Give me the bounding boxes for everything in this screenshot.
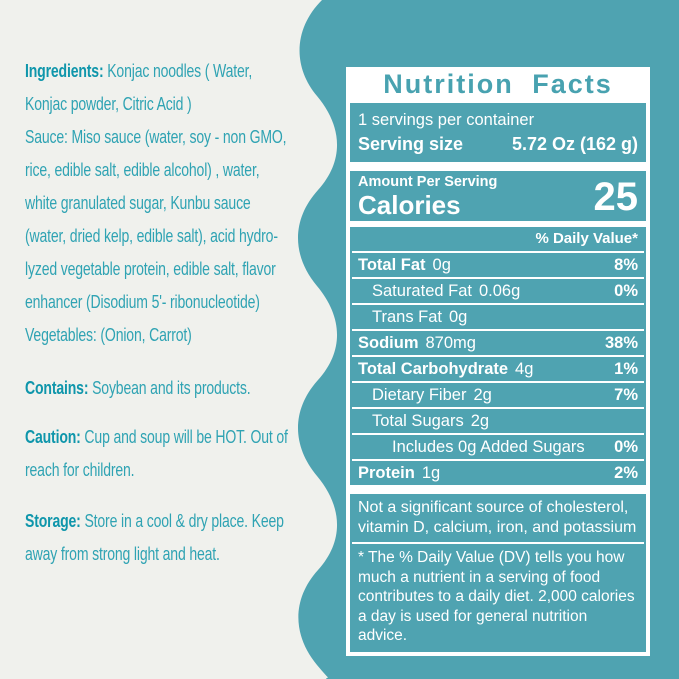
nutrient-row-added-sugars: Includes 0g Added Sugars 0% [350,435,646,459]
nutrient-dv: 2% [614,464,638,482]
serving-size-row: Serving size 5.72 Oz (162 g) [358,132,638,156]
nutrient-row-protein: Protein 1g 2% [350,461,646,485]
servings-per-container: 1 servings per container [358,111,535,129]
divider [352,277,644,279]
nutrition-facts-panel: Nutrition Facts 1 servings per container… [346,67,650,656]
nutrient-dv: 38% [604,334,638,352]
nutrient-name: Saturated Fat [372,282,472,300]
nutrient-amount: 0g [449,308,468,326]
calories-label: Calories [358,190,461,220]
ingredients-text: Konjac noodles ( Water, [103,61,253,81]
nutrient-amount: 870mg [425,334,476,352]
not-significant-note: Not a significant source of cholesterol,… [358,499,637,536]
medium-divider [350,221,646,227]
nutrient-row-total-fat: Total Fat 0g 8% [350,253,646,277]
nutrient-name: Total Sugars [372,412,464,430]
ingredients-line: (water, dried kelp, edible salt), acid h… [25,226,278,246]
divider [352,381,644,383]
nutrient-row-total-carbohydrate: Total Carbohydrate 4g 1% [350,357,646,381]
calories-section: Amount Per Serving Calories 25 [350,171,646,221]
divider [352,303,644,305]
ingredients-panel: Ingredients: Konjac noodles ( Water, Kon… [25,55,315,571]
ingredients-line: Vegetables: (Onion, Carrot) [25,325,192,345]
storage-label: Storage: [25,511,81,531]
nutrient-dv: 0% [614,438,638,456]
nutrient-name: Sodium [358,334,419,352]
ingredients-line: Konjac powder, Citric Acid ) [25,94,192,114]
nutrient-row-sodium: Sodium 870mg 38% [350,331,646,355]
ingredients-line: white granulated sugar, Kunbu sauce [25,193,251,213]
ingredients-line: Ingredients: Konjac noodles ( Water, [25,55,315,88]
nutrient-name: Protein [358,464,415,482]
divider [352,407,644,409]
nutrient-amount: 1g [421,464,441,482]
nutrient-row-trans-fat: Trans Fat 0g [350,305,646,329]
calories-labels: Amount Per Serving Calories [358,174,497,219]
ingredients-line: enhancer (Disodium 5'- ribonucleotide) [25,292,260,312]
amount-per-serving-label: Amount Per Serving [358,174,498,190]
contains-text: Soybean and its products. [88,378,251,398]
serving-size-value: 5.72 Oz (162 g) [511,134,638,154]
divider [352,355,644,357]
divider [352,251,644,253]
nutrient-row-dietary-fiber: Dietary Fiber 2g 7% [350,383,646,407]
thick-divider [350,162,646,171]
nutrient-dv: 1% [614,360,638,378]
nutrient-amount: 0g [432,256,451,274]
storage-note: Storage: Store in a cool & dry place. Ke… [25,505,315,571]
serving-section: 1 servings per container Serving size 5.… [350,103,646,162]
nutrient-name: Dietary Fiber [372,386,467,404]
nutrition-facts-title: Nutrition Facts [383,69,613,99]
divider [352,542,644,544]
nutrient-dv: 0% [614,282,638,300]
calories-value: 25 [593,174,639,219]
divider [352,433,644,435]
nutrient-amount: 2g [473,386,492,404]
nutrient-name: Includes 0g Added Sugars [392,438,585,456]
nutrient-dv: 7% [614,386,638,404]
ingredients-label: Ingredients: [25,61,104,81]
divider [352,329,644,331]
divider [352,459,644,461]
storage-text: Store in a cool & dry place. Keep away f… [25,511,284,564]
daily-value-footnote: * The % Daily Value (DV) tells you how m… [358,549,635,644]
serving-size-label: Serving size [358,134,464,154]
ingredients-line: Sauce: Miso sauce (water, soy - non GMO, [25,127,287,147]
thick-divider [350,485,646,494]
caution-text: Cup and soup will be HOT. Out of reach f… [25,427,288,480]
nutrient-name: Total Fat [358,256,426,274]
nutrient-row-saturated-fat: Saturated Fat 0.06g 0% [350,279,646,303]
caution-label: Caution: [25,427,81,447]
contains-label: Contains: [25,378,89,398]
caution-note: Caution: Cup and soup will be HOT. Out o… [25,421,315,487]
ingredients-line: lyzed vegetable protein, edible salt, fl… [25,259,276,279]
nutrient-amount: 4g [515,360,534,378]
nutrient-amount: 0.06g [478,282,521,300]
nutrient-name: Total Carbohydrate [358,360,509,378]
nutrient-dv: 8% [614,256,638,274]
daily-value-header: % Daily Value* [535,230,638,247]
nutrient-name: Trans Fat [372,308,442,326]
nutrient-row-total-sugars: Total Sugars 2g [350,409,646,433]
ingredients-line: rice, edible salt, edible alcohol) , wat… [25,160,260,180]
nutrient-amount: 2g [470,412,490,430]
contains-note: Contains: Soybean and its products. [25,372,315,405]
nutrition-facts-body: 1 servings per container Serving size 5.… [350,103,646,652]
